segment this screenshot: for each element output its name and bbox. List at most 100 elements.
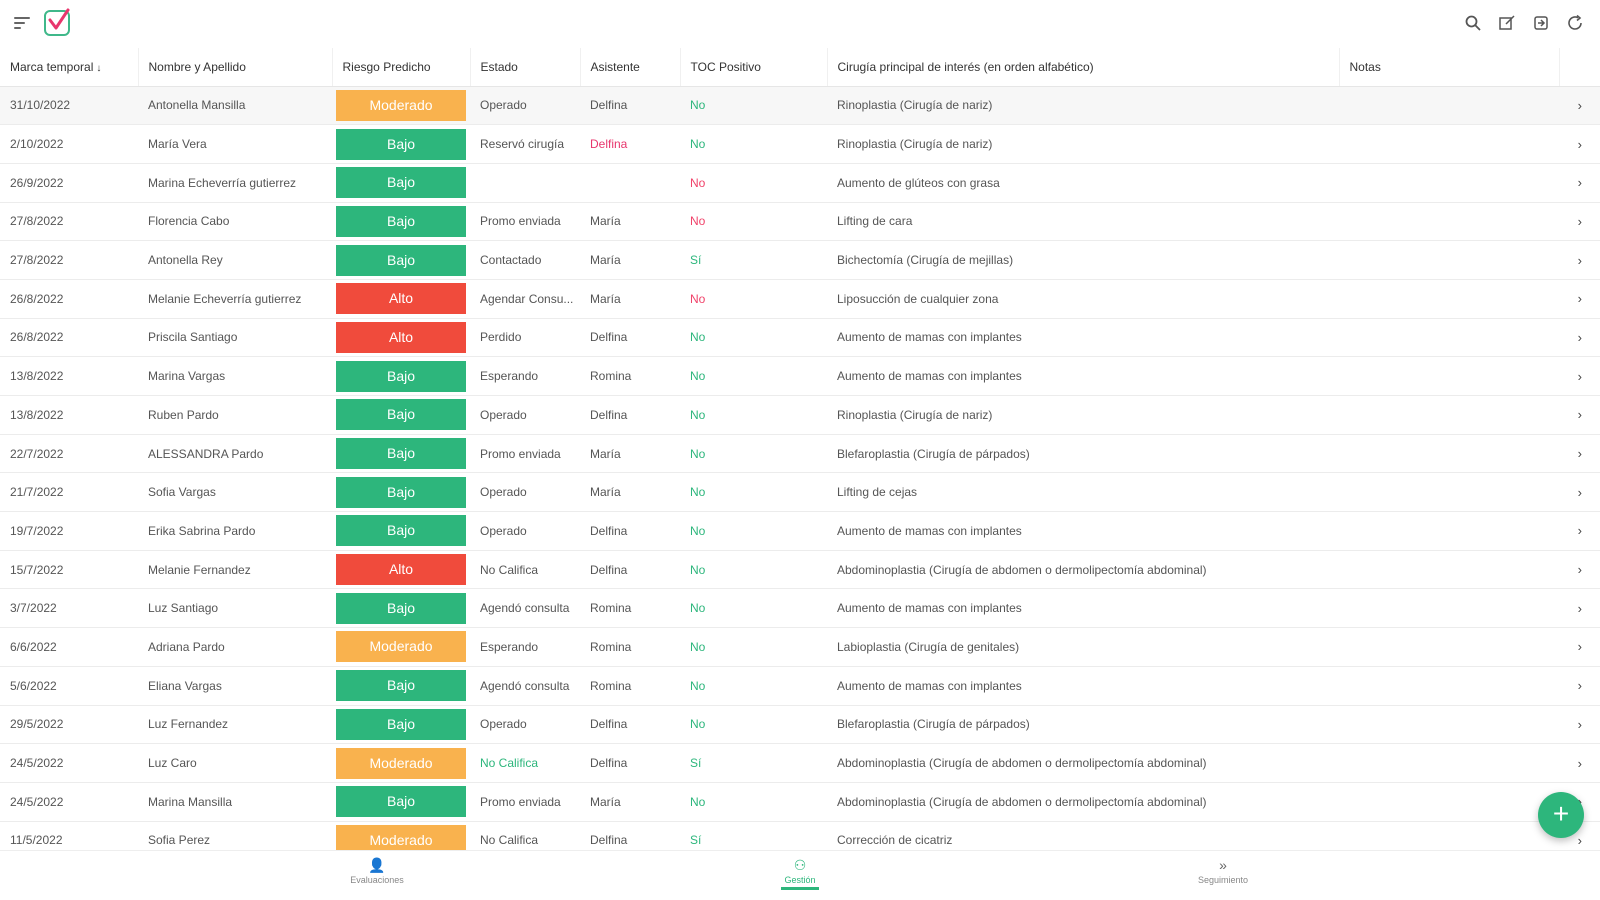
- chevron-right-icon[interactable]: ›: [1559, 395, 1600, 435]
- add-button[interactable]: +: [1538, 792, 1584, 838]
- cell-fecha: 21/7/2022: [0, 472, 138, 513]
- table-row[interactable]: 19/7/2022 Erika Sabrina Pardo Bajo Operado D…: [0, 511, 1600, 551]
- cell-notas: [1339, 356, 1559, 396]
- nav-seguimiento[interactable]: » Seguimiento: [1178, 857, 1268, 885]
- cell-riesgo: Bajo: [332, 705, 470, 745]
- column-header-nombre[interactable]: Nombre y Apellido: [138, 48, 333, 87]
- cell-notas: [1339, 705, 1559, 745]
- cell-asistente: Delfina: [580, 511, 680, 551]
- cell-asistente: Delfina: [580, 124, 680, 164]
- cell-notas: [1339, 821, 1559, 850]
- column-header-fecha[interactable]: Marca temporal ↓: [0, 48, 139, 87]
- cell-toc: Sí: [680, 821, 827, 850]
- cell-nombre: María Vera: [138, 124, 332, 164]
- table-row[interactable]: 13/8/2022 Marina Vargas Bajo Esperando Romin…: [0, 356, 1600, 396]
- chevron-right-icon[interactable]: ›: [1559, 550, 1600, 590]
- chevron-right-icon[interactable]: ›: [1559, 705, 1600, 745]
- export-icon[interactable]: [1530, 12, 1552, 34]
- table-row[interactable]: 5/6/2022 Eliana Vargas Bajo Agendó consulta…: [0, 666, 1600, 706]
- chevron-right-icon[interactable]: ›: [1559, 163, 1600, 203]
- cell-asistente: María: [580, 434, 680, 474]
- chevron-right-icon[interactable]: ›: [1559, 86, 1600, 126]
- table-row[interactable]: 15/7/2022 Melanie Fernandez Alto No Calific…: [0, 550, 1600, 590]
- table-row[interactable]: 22/7/2022 ALESSANDRA Pardo Bajo Promo envia…: [0, 434, 1600, 474]
- cell-notas: [1339, 550, 1559, 590]
- table-row[interactable]: 31/10/2022 Antonella Mansilla Moderado Oper…: [0, 86, 1600, 126]
- column-header-asistente[interactable]: Asistente: [580, 48, 681, 87]
- chevron-right-icon[interactable]: ›: [1559, 318, 1600, 358]
- table-row[interactable]: 26/8/2022 Priscila Santiago Alto Perdido Del…: [0, 318, 1600, 358]
- table-row[interactable]: 26/8/2022 Melanie Echeverría gutierrez Alt…: [0, 279, 1600, 319]
- chevron-right-icon[interactable]: ›: [1559, 202, 1600, 242]
- chevron-right-icon[interactable]: ›: [1559, 588, 1600, 629]
- top-app-bar: [0, 0, 1600, 48]
- refresh-icon[interactable]: [1564, 12, 1586, 34]
- cell-fecha: 6/6/2022: [0, 627, 138, 667]
- table-row[interactable]: 2/10/2022 María Vera Bajo Reservó cirugía De…: [0, 124, 1600, 164]
- menu-icon[interactable]: [14, 17, 30, 31]
- cell-riesgo: Bajo: [332, 124, 470, 164]
- chevron-right-icon[interactable]: ›: [1559, 472, 1600, 513]
- cell-cirugia: Rinoplastia (Cirugía de nariz): [827, 124, 1339, 164]
- nav-seguimiento-label: Seguimiento: [1197, 875, 1249, 885]
- cell-fecha: 11/5/2022: [0, 821, 138, 850]
- people-icon: ⚇: [793, 857, 807, 873]
- cell-cirugia: Liposucción de cualquier zona: [827, 279, 1339, 319]
- cell-riesgo: Bajo: [332, 356, 470, 396]
- table-row[interactable]: 6/6/2022 Adriana Pardo Moderado Esperando Ro…: [0, 627, 1600, 667]
- chevron-right-icon[interactable]: ›: [1559, 434, 1600, 474]
- cell-asistente: Romina: [580, 627, 680, 667]
- chevron-right-icon[interactable]: ›: [1559, 124, 1600, 164]
- cell-nombre: Melanie Echeverría gutierrez: [138, 279, 332, 319]
- cell-toc: No: [680, 318, 827, 358]
- chevron-right-icon[interactable]: ›: [1559, 511, 1600, 551]
- nav-evaluaciones[interactable]: 👤 Evaluaciones: [332, 857, 422, 885]
- table-row[interactable]: 13/8/2022 Ruben Pardo Bajo Operado Delfina No…: [0, 395, 1600, 435]
- cell-toc: No: [680, 511, 827, 551]
- table-row[interactable]: 24/5/2022 Luz Caro Moderado No Califica Delf…: [0, 743, 1600, 783]
- cell-toc: No: [680, 163, 827, 203]
- table-row[interactable]: 11/5/2022 Sofia Perez Moderado No Califica D…: [0, 821, 1600, 850]
- cell-nombre: Sofia Perez: [138, 821, 332, 850]
- column-header-toc[interactable]: TOC Positivo: [680, 48, 828, 87]
- table-row[interactable]: 29/5/2022 Luz Fernandez Bajo Operado Delfina…: [0, 705, 1600, 745]
- edit-icon[interactable]: [1496, 12, 1518, 34]
- cell-notas: [1339, 240, 1559, 280]
- search-icon[interactable]: [1462, 12, 1484, 34]
- table-row[interactable]: 21/7/2022 Sofia Vargas Bajo Operado María No L…: [0, 472, 1600, 513]
- chevron-right-icon[interactable]: ›: [1559, 666, 1600, 706]
- chevron-right-icon[interactable]: ›: [1559, 627, 1600, 667]
- cell-fecha: 13/8/2022: [0, 356, 138, 396]
- risk-badge: Bajo: [336, 205, 466, 237]
- column-header-riesgo[interactable]: Riesgo Predicho: [332, 48, 471, 87]
- chevron-right-icon[interactable]: ›: [1559, 356, 1600, 396]
- cell-nombre: Florencia Cabo: [138, 202, 332, 242]
- chevron-right-icon[interactable]: ›: [1559, 240, 1600, 280]
- cell-toc: No: [680, 356, 827, 396]
- chevron-right-icon[interactable]: ›: [1559, 279, 1600, 319]
- cell-fecha: 26/9/2022: [0, 163, 138, 203]
- sort-down-icon[interactable]: ↓: [96, 62, 102, 74]
- active-tab-indicator: [781, 887, 819, 890]
- nav-gestion[interactable]: ⚇ Gestión: [755, 857, 845, 890]
- table-row[interactable]: 24/5/2022 Marina Mansilla Bajo Promo enviad…: [0, 782, 1600, 822]
- column-header-estado[interactable]: Estado: [470, 48, 581, 87]
- table-row[interactable]: 26/9/2022 Marina Echeverría gutierrez Bajo…: [0, 163, 1600, 203]
- cell-toc: No: [680, 124, 827, 164]
- cell-cirugia: Blefaroplastia (Cirugía de párpados): [827, 705, 1339, 745]
- cell-notas: [1339, 627, 1559, 667]
- chevron-right-icon[interactable]: ›: [1559, 743, 1600, 783]
- cell-nombre: Marina Vargas: [138, 356, 332, 396]
- table-row[interactable]: 27/8/2022 Florencia Cabo Bajo Promo enviada…: [0, 202, 1600, 242]
- cell-asistente: Romina: [580, 666, 680, 706]
- table-row[interactable]: 3/7/2022 Luz Santiago Bajo Agendó consulta R…: [0, 588, 1600, 629]
- risk-badge: Bajo: [336, 244, 466, 276]
- cell-estado: No Califica: [470, 743, 580, 783]
- risk-badge: Alto: [336, 283, 466, 315]
- table-row[interactable]: 27/8/2022 Antonella Rey Bajo Contactado Marí…: [0, 240, 1600, 280]
- cell-fecha: 5/6/2022: [0, 666, 138, 706]
- cell-estado: Esperando: [470, 627, 580, 667]
- column-header-notas[interactable]: Notas: [1339, 48, 1560, 87]
- column-header-cirugia[interactable]: Cirugía principal de interés (en orden a…: [827, 48, 1340, 87]
- cell-estado: Operado: [470, 472, 580, 513]
